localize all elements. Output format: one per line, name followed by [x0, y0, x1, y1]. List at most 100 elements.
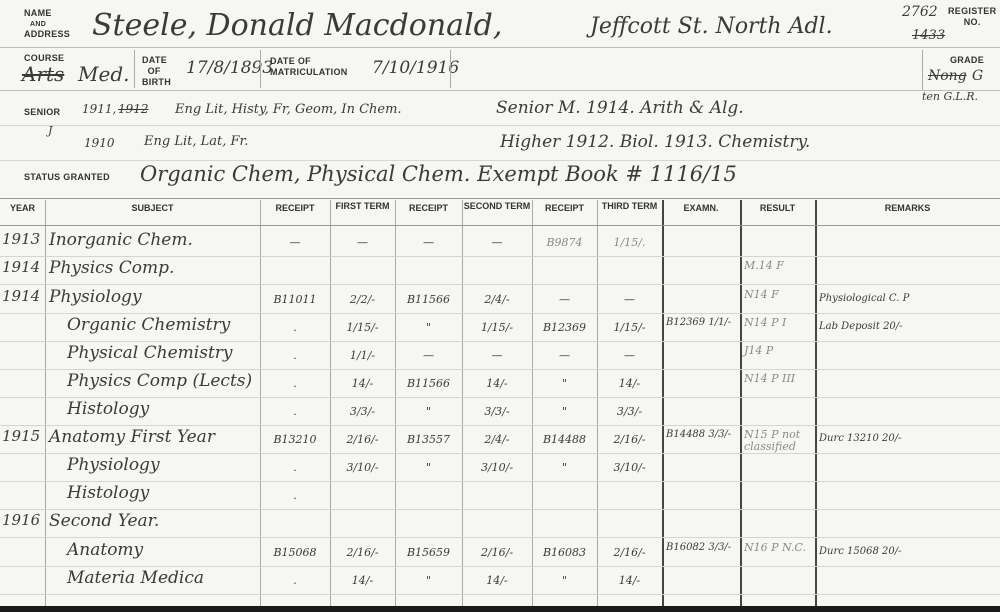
cell-third-term: 14/-: [618, 377, 641, 390]
cell-subject: Inorganic Chem.: [49, 230, 193, 250]
cell-receipt-1: —: [289, 236, 301, 249]
date-of-matriculation: 7/10/1916: [372, 58, 460, 78]
header-receipt-3: Receipt: [544, 203, 584, 213]
senior-line1-year: 1911,: [82, 102, 117, 116]
cell-second-term: 2/16/-: [480, 546, 514, 559]
cell-second-term: 2/4/-: [484, 433, 510, 446]
cell-remarks: Physiological C. P: [819, 293, 910, 304]
cell-result: J14 P: [744, 344, 774, 357]
cell-receipt-2: —: [423, 349, 434, 362]
cell-receipt-1: .: [293, 489, 297, 502]
cell-second-term: 14/-: [486, 574, 508, 587]
cell-first-term: 1/15/-: [346, 321, 379, 334]
cell-third-term: 1/15/-: [613, 321, 646, 334]
cell-first-term: 2/2/-: [349, 293, 376, 306]
column-divider: [597, 200, 598, 606]
cell-result: M.14 F: [744, 259, 784, 272]
cell-receipt-1: .: [293, 405, 297, 418]
cell-result: N14 P I: [744, 316, 787, 329]
cell-third-term: 14/-: [618, 574, 641, 587]
cell-result: N14 F: [744, 288, 779, 301]
cell-remarks: Durc 13210 20/-: [819, 433, 902, 444]
row-divider: [0, 341, 1000, 342]
register-number-struck: 1433: [912, 28, 946, 43]
senior-label: Senior: [24, 107, 61, 117]
matric-label: Date of Matriculation: [270, 56, 348, 78]
status-granted-label: Status Granted: [24, 172, 110, 182]
header-first-term: First Term: [335, 201, 390, 211]
student-address: Jeffcott St. North Adl.: [590, 14, 833, 39]
header-examination: Examn.: [683, 203, 719, 213]
cell-subject: Anatomy First Year: [49, 427, 215, 447]
header-receipt-1: Receipt: [275, 203, 315, 213]
senior-line1-right: Senior M. 1914. Arith & Alg.: [496, 98, 744, 118]
column-divider: [330, 200, 331, 606]
cell-subject: Histology: [67, 483, 150, 503]
cell-year: 1916: [2, 511, 41, 529]
senior-line1-subjects: Eng Lit, Histy, Fr, Geom, In Chem.: [175, 102, 402, 117]
cell-receipt-1: B13210: [273, 433, 317, 446]
row-divider: [0, 594, 1000, 595]
row-divider: [0, 509, 1000, 510]
senior-line1-year-struck: 1912: [118, 102, 149, 116]
cell-examination: B12369 1/1/-: [666, 317, 732, 328]
row-divider: [0, 313, 1000, 314]
register-label: Register No.: [948, 6, 996, 28]
cell-receipt-1: B15068: [273, 546, 317, 559]
cell-second-term: —: [491, 349, 503, 362]
cell-result: N16 P N.C.: [744, 541, 806, 554]
cell-first-term: 2/16/-: [346, 546, 379, 559]
cell-receipt-3: B16083: [542, 546, 587, 559]
cell-receipt-2: ": [425, 321, 432, 334]
matric-label-2: Matriculation: [270, 67, 348, 77]
cell-receipt-2: B11566: [406, 377, 451, 390]
cell-examination: B14488 3/3/-: [666, 429, 732, 440]
cell-receipt-1: .: [293, 321, 297, 334]
header-second-term: Second Term: [463, 201, 531, 211]
cell-second-term: 14/-: [486, 377, 508, 390]
cell-subject: Histology: [67, 399, 150, 419]
cell-receipt-3: B14488: [542, 433, 587, 446]
cell-receipt-3: ": [561, 461, 568, 474]
cell-result: N14 P III: [744, 372, 796, 385]
cell-receipt-2: ": [425, 574, 432, 587]
cell-second-term: 1/15/-: [480, 321, 514, 334]
header-remarks: Remarks: [884, 203, 931, 213]
dob-label-2: of: [147, 66, 161, 76]
row-divider: [0, 425, 1000, 426]
column-divider: [532, 200, 533, 606]
register-no-label: No.: [963, 17, 981, 27]
cell-receipt-2: B11566: [406, 293, 451, 306]
cell-receipt-1: .: [293, 377, 297, 390]
header-result: Result: [759, 203, 796, 213]
cell-receipt-2: B15659: [406, 546, 451, 559]
header-third-term: Third Term: [601, 201, 658, 211]
cell-examination: B16082 3/3/-: [666, 542, 732, 553]
course-struck: Arts: [22, 62, 65, 86]
cell-subject: Physics Comp.: [49, 258, 175, 278]
column-divider: [662, 200, 664, 606]
cell-first-term: 3/3/-: [349, 405, 376, 418]
cell-receipt-3: ": [561, 574, 568, 587]
cell-year: 1915: [2, 427, 41, 445]
row-divider: [0, 566, 1000, 567]
column-divider: [45, 200, 46, 606]
row-divider: [0, 397, 1000, 398]
column-divider: [740, 200, 742, 606]
dob-label-1: Date: [142, 55, 168, 65]
row-divider: [0, 369, 1000, 370]
cell-first-term: 3/10/-: [346, 461, 379, 474]
course-value: Med.: [78, 62, 130, 86]
cell-second-term: 3/10/-: [480, 461, 514, 474]
cell-subject: Anatomy: [67, 540, 144, 560]
column-divider: [462, 200, 463, 606]
senior-line2-year: 1910: [84, 136, 115, 150]
header-divider: [0, 225, 1000, 226]
grade-value: G: [972, 68, 984, 84]
header-subject: Subject: [131, 203, 174, 213]
row-divider: [0, 537, 1000, 538]
student-name: Steele, Donald Macdonald,: [92, 8, 503, 43]
cell-third-term: 3/10/-: [613, 461, 646, 474]
and-label: and: [30, 21, 47, 28]
